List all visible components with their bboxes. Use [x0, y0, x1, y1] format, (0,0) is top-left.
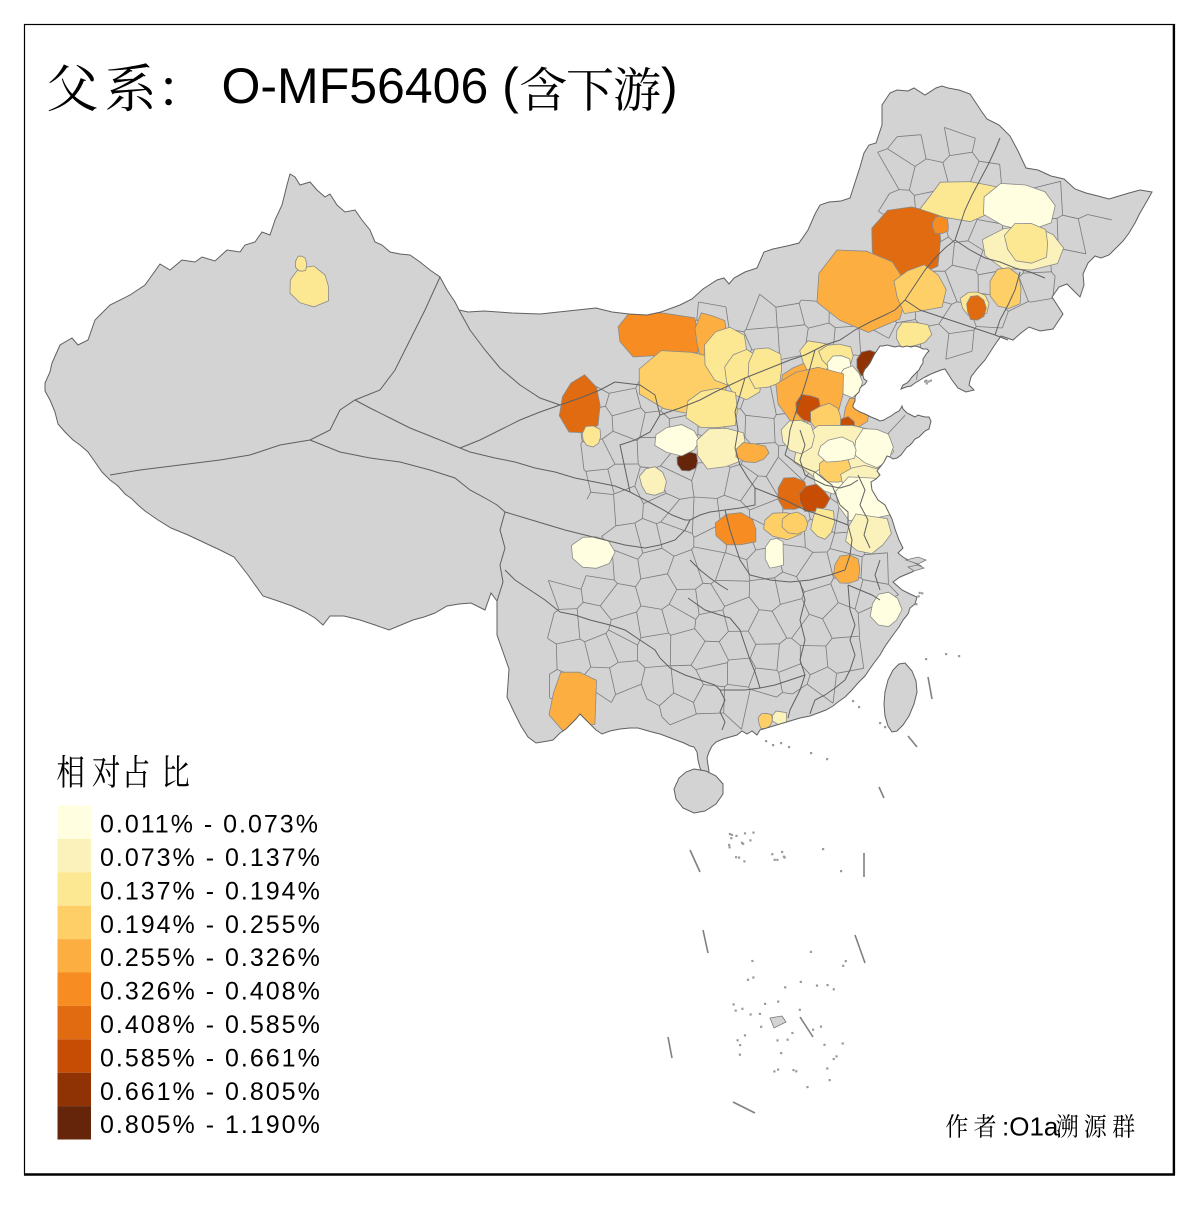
- svg-text:0.326% - 0.408%: 0.326% - 0.408%: [100, 978, 322, 1006]
- svg-text:0.073% - 0.137%: 0.073% - 0.137%: [100, 844, 322, 872]
- svg-text:0.585% - 0.661%: 0.585% - 0.661%: [100, 1044, 322, 1072]
- svg-text:0.805% - 1.190%: 0.805% - 1.190%: [100, 1111, 322, 1139]
- svg-text:0.661% - 0.805%: 0.661% - 0.805%: [100, 1078, 322, 1106]
- svg-text::O1a: :O1a: [1002, 1112, 1059, 1142]
- svg-text:0.137% - 0.194%: 0.137% - 0.194%: [100, 877, 322, 905]
- svg-text:0.255% - 0.326%: 0.255% - 0.326%: [100, 944, 322, 972]
- svg-text:0.408% - 0.585%: 0.408% - 0.585%: [100, 1011, 322, 1039]
- svg-text:0.011% - 0.073%: 0.011% - 0.073%: [100, 811, 320, 839]
- svg-text:O-MF56406 (: O-MF56406 (: [222, 58, 520, 114]
- svg-text:): ): [661, 58, 678, 114]
- svg-text:0.194% - 0.255%: 0.194% - 0.255%: [100, 911, 322, 939]
